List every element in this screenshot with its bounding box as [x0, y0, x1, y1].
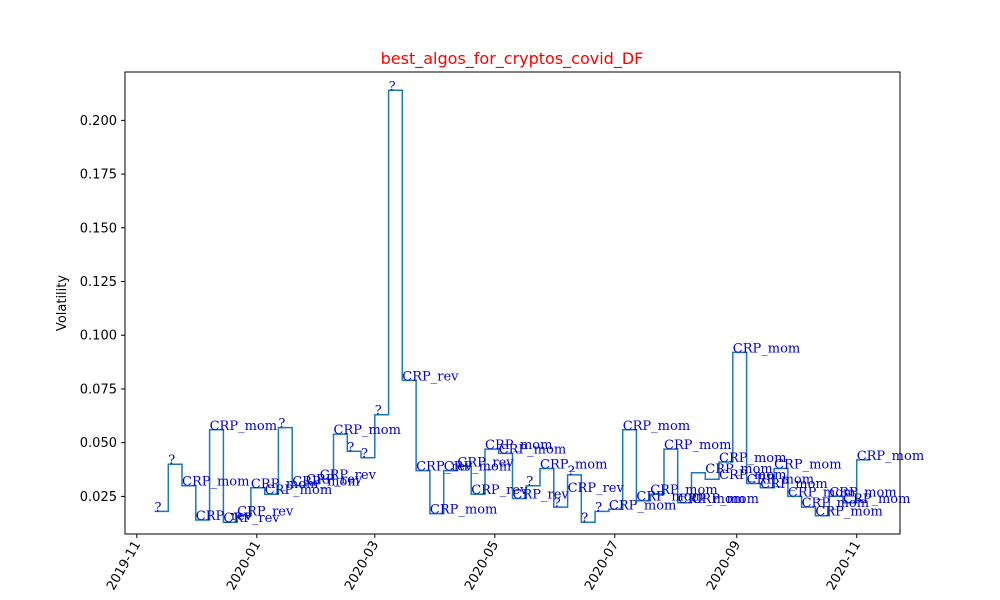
y-axis-label: Volatility — [55, 275, 70, 331]
y-tick-label: 0.075 — [80, 382, 117, 397]
point-annotation: CRP_mom — [292, 475, 359, 490]
point-annotation: CRP_mom — [334, 423, 401, 438]
annotations: ??CRP_momCRP_revCRP_momCRP_revCRP_revCRP… — [155, 79, 925, 526]
point-annotation: CRP_mom — [485, 438, 552, 453]
series-line-0 — [154, 89, 871, 523]
x-tick-label: 2020-09 — [704, 539, 744, 594]
plot-frame — [124, 71, 901, 535]
plot-area — [154, 89, 871, 523]
point-annotation: CRP_mom — [760, 477, 827, 492]
point-annotation: CRP_rev — [568, 481, 625, 496]
point-annotation: CRP_mom — [802, 496, 869, 511]
point-annotation: CRP_mom — [650, 483, 717, 498]
point-annotation: CRP_mom — [609, 498, 676, 513]
point-annotation: CRP_mom — [430, 503, 497, 518]
point-annotation: CRP_mom — [444, 460, 511, 475]
point-annotation: CRP_mom — [733, 341, 800, 356]
point-annotation: ? — [581, 511, 588, 526]
point-annotation: CRP_mom — [251, 477, 318, 492]
point-annotation: ? — [389, 79, 396, 94]
point-annotation: CRP_rev — [457, 455, 514, 470]
point-annotation: ? — [278, 417, 285, 432]
point-annotation: CRP_rev — [320, 468, 377, 483]
point-annotation: ? — [568, 464, 575, 479]
point-annotation: CRP_mom — [678, 492, 745, 507]
point-annotation: CRP_mom — [540, 458, 607, 473]
point-annotation: CRP_mom — [636, 490, 703, 505]
point-annotation: CRP_rev — [196, 509, 253, 524]
y-tick-label: 0.125 — [80, 275, 117, 290]
point-annotation: CRP_rev — [402, 369, 459, 384]
point-annotation: CRP_mom — [829, 485, 896, 500]
point-annotation: ? — [361, 447, 368, 462]
y-tick-label: 0.175 — [80, 168, 117, 183]
point-annotation: CRP_mom — [265, 483, 332, 498]
x-tick-label: 2020-05 — [462, 539, 502, 594]
point-annotation: CRP_mom — [747, 473, 814, 488]
point-annotation: CRP_mom — [815, 505, 882, 520]
point-annotation: CRP_mom — [843, 492, 910, 507]
point-annotation: CRP_mom — [182, 475, 249, 490]
point-annotation: ? — [375, 404, 382, 419]
y-tick-label: 0.200 — [80, 114, 117, 129]
point-annotation: CRP_mom — [705, 462, 772, 477]
point-annotation: CRP_mom — [210, 419, 277, 434]
point-annotation: CRP_mom — [857, 449, 924, 464]
y-tick-label: 0.050 — [80, 436, 117, 451]
y-tick-label: 0.150 — [80, 221, 117, 236]
x-tick-label: 2020-01 — [224, 539, 264, 594]
point-annotation: CRP_rev — [471, 483, 528, 498]
point-annotation: CRP_rev — [306, 473, 363, 488]
point-annotation: ? — [155, 500, 162, 515]
point-annotation: CRP_mom — [499, 442, 566, 457]
point-annotation: CRP_mom — [692, 492, 759, 507]
point-annotation: CRP_rev — [223, 511, 280, 526]
point-annotation: ? — [168, 453, 175, 468]
point-annotation: CRP_mom — [719, 451, 786, 466]
point-annotation: CRP_mom — [774, 458, 841, 473]
x-tick-label: 2020-07 — [582, 539, 622, 594]
x-tick-label: 2019-11 — [104, 539, 144, 594]
point-annotation: CRP_mom — [664, 438, 731, 453]
point-annotation: CRP_mom — [788, 485, 855, 500]
point-annotation: CRP_rev — [237, 505, 294, 520]
x-tick-label: 2020-11 — [824, 539, 864, 594]
point-annotation: ? — [526, 475, 533, 490]
y-tick-label: 0.100 — [80, 329, 117, 344]
chart-title: best_algos_for_cryptos_covid_DF — [381, 49, 644, 69]
point-annotation: CRP_rev — [416, 460, 473, 475]
point-annotation: ? — [595, 500, 602, 515]
point-annotation: ? — [554, 496, 561, 511]
point-annotation: CRP_rev — [513, 488, 570, 503]
point-annotation: CRP_mom — [719, 468, 786, 483]
y-tick-label: 0.025 — [80, 490, 117, 505]
point-annotation: ? — [347, 440, 354, 455]
point-annotation: CRP_mom — [623, 419, 690, 434]
x-tick-label: 2020-03 — [342, 539, 382, 594]
